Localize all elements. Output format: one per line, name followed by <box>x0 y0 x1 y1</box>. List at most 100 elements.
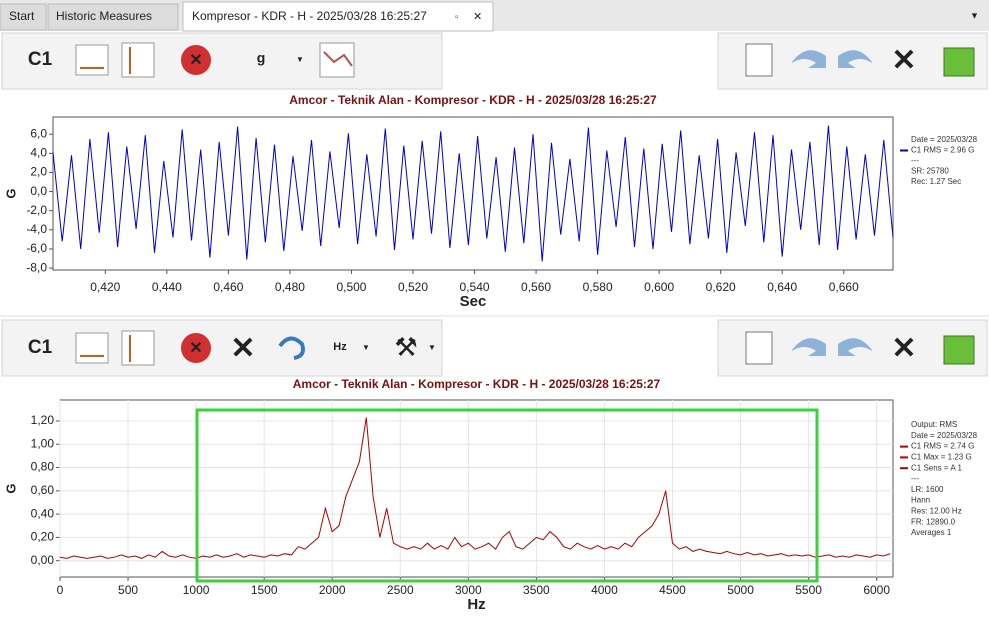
y-tick-label: 0,80 <box>31 460 55 474</box>
undo-button[interactable] <box>792 48 826 68</box>
plot-area <box>59 399 894 578</box>
legend-text: Date = 2025/03/28 <box>911 431 978 440</box>
scale-x-button[interactable] <box>75 44 109 76</box>
y-tick-label: 0,40 <box>31 506 55 520</box>
x-tick-label: 5000 <box>727 583 754 597</box>
x-tick-label: 2500 <box>387 583 414 597</box>
tools-button[interactable]: ⚒ <box>394 332 417 362</box>
toolbar: C1 ✕ ✕ Hz ▼ ⚒ ▼ ✕ <box>1 319 988 377</box>
legend-text: Res: 12.00 Hz <box>911 507 962 516</box>
x-tick-label: 6000 <box>863 583 890 597</box>
x-tick-label: 0,520 <box>398 280 428 294</box>
redo-button[interactable] <box>838 48 872 68</box>
channel-button[interactable]: C1 <box>28 337 53 358</box>
copy-button[interactable] <box>745 43 773 77</box>
delete-button[interactable]: ✕ <box>891 332 916 365</box>
toolbar-left <box>1 32 443 90</box>
dropdown-arrow[interactable]: ▼ <box>428 343 436 352</box>
x-tick-label: 0,560 <box>521 280 551 294</box>
dropdown-arrow[interactable]: ▼ <box>362 343 370 352</box>
legend-text: --- <box>911 156 919 165</box>
tab[interactable] <box>0 3 47 31</box>
pin-icon[interactable]: ▫ <box>455 11 458 21</box>
clear-button[interactable]: ✕ <box>230 332 255 365</box>
chart-title: Amcor - Teknik Alan - Kompresor - KDR - … <box>293 377 661 391</box>
y-tick-label: -2,0 <box>26 203 47 217</box>
legend-text: C1 RMS = 2.96 G <box>911 146 974 155</box>
x-tick-label: 1500 <box>251 583 278 597</box>
x-tick-label: 3000 <box>455 583 482 597</box>
x-tick-label: 0,640 <box>767 280 797 294</box>
x-tick-label: 3500 <box>523 583 550 597</box>
tab-label: Historic Measures <box>56 9 152 23</box>
close-tab[interactable]: ✕ <box>473 11 482 23</box>
y-tick-label: 1,20 <box>31 413 55 427</box>
y-tick-label: 0,00 <box>31 553 55 567</box>
x-axis-title: Hz <box>467 596 485 613</box>
y-tick-label: 2,0 <box>30 165 47 179</box>
x-tick-label: 0,440 <box>152 280 182 294</box>
legend-text: C1 Sens = A 1 <box>911 463 962 472</box>
redo-button[interactable] <box>838 336 872 356</box>
legend-text: SR: 25780 <box>911 167 949 176</box>
highlight-box <box>195 408 819 583</box>
x-tick-label: 0 <box>57 583 64 597</box>
legend-text: FR: 12890.0 <box>911 517 956 526</box>
unit-dropdown[interactable]: g <box>257 50 266 66</box>
dropdown-arrow[interactable]: ▼ <box>296 55 304 64</box>
y-tick-label: 0,0 <box>30 184 47 198</box>
tab-label: Start <box>9 9 35 23</box>
cancel-button[interactable] <box>181 45 211 75</box>
toolbar-left <box>1 319 443 377</box>
y-tick-label: 0,20 <box>31 530 55 544</box>
chart-title: Amcor - Teknik Alan - Kompresor - KDR - … <box>289 93 657 107</box>
x-tick-label: 4500 <box>659 583 686 597</box>
scale-y-button[interactable] <box>121 330 155 366</box>
icon-part: ✕ <box>189 52 202 69</box>
x-tick-label: 0,460 <box>213 280 243 294</box>
series-line <box>52 125 894 262</box>
icon-part <box>323 51 353 67</box>
undo-button[interactable] <box>278 336 305 360</box>
export-button[interactable] <box>943 47 975 77</box>
x-axis-title: Sec <box>460 293 487 310</box>
y-tick-label: -4,0 <box>26 222 47 236</box>
export-button[interactable] <box>943 335 975 365</box>
legend-text: Rec: 1.27 Sec <box>911 177 961 186</box>
x-tick-label: 0,620 <box>706 280 736 294</box>
x-tick-label: 0,500 <box>336 280 366 294</box>
legend-text: LR: 1600 <box>911 485 944 494</box>
copy-button[interactable] <box>745 331 773 365</box>
x-tick-label: 1000 <box>183 583 210 597</box>
unit-dropdown[interactable]: Hz <box>333 341 347 353</box>
y-tick-label: -8,0 <box>26 260 47 274</box>
legend-text: C1 Max = 1.23 G <box>911 453 972 462</box>
tab-active[interactable] <box>182 1 494 32</box>
x-tick-label: 0,540 <box>460 280 490 294</box>
x-tick-label: 2000 <box>319 583 346 597</box>
delete-button[interactable]: ✕ <box>891 44 916 77</box>
icon-part: ✕ <box>189 340 202 357</box>
y-tick-label: 6,0 <box>30 126 47 140</box>
x-tick-label: 0,480 <box>275 280 305 294</box>
y-tick-label: -6,0 <box>26 241 47 255</box>
scale-y-button[interactable] <box>121 42 155 78</box>
legend-text: Averages 1 <box>911 528 952 537</box>
y-axis-title: G <box>3 483 18 493</box>
tab-label: Kompresor - KDR - H - 2025/03/28 16:25:2… <box>192 9 427 23</box>
toolbar: C1 ✕ g ▼ ✕ <box>1 32 988 90</box>
legend-text: C1 RMS = 2.74 G <box>911 442 974 451</box>
x-tick-label: 0,580 <box>583 280 613 294</box>
legend-text: Output: RMS <box>911 420 957 429</box>
tab-menu[interactable]: ▼ <box>970 10 979 20</box>
y-axis-title: G <box>3 188 18 198</box>
x-tick-label: 500 <box>118 583 138 597</box>
cancel-button[interactable] <box>181 333 211 363</box>
undo-button[interactable] <box>792 336 826 356</box>
tab[interactable] <box>47 3 179 31</box>
channel-button[interactable]: C1 <box>28 49 53 70</box>
y-tick-label: 0,60 <box>31 483 55 497</box>
x-tick-label: 0,600 <box>644 280 674 294</box>
scale-x-button[interactable] <box>75 332 109 364</box>
